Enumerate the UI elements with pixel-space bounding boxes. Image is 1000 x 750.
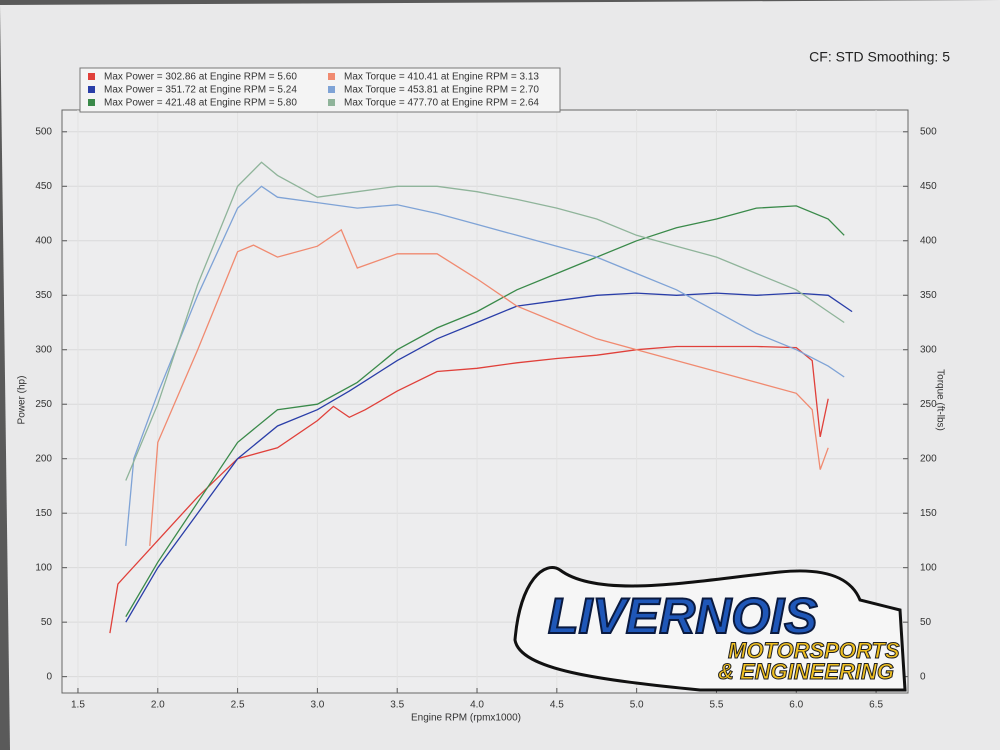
- legend-swatch: [88, 99, 95, 106]
- y-tick-label: 100: [35, 562, 52, 573]
- legend-swatch: [328, 86, 335, 93]
- y2-tick-label: 300: [920, 344, 937, 355]
- y2-tick-label: 500: [920, 126, 937, 137]
- y-tick-label: 400: [35, 235, 52, 246]
- y-tick-label: 300: [35, 344, 52, 355]
- logo-line: MOTORSPORTS: [728, 638, 900, 663]
- x-axis-label: Engine RPM (rpmx1000): [411, 713, 521, 724]
- plot: 0 50 100 150 200 250 300 350 400 450 500 0 50 100 150 2…: [35, 110, 937, 711]
- y2-tick-label: 350: [920, 290, 937, 301]
- legend-swatch: [328, 73, 335, 80]
- legend-swatch: [88, 86, 95, 93]
- x-tick-label: 5.5: [709, 700, 723, 711]
- y2-tick-label: 0: [920, 671, 926, 682]
- legend-label: Max Torque = 477.70 at Engine RPM = 2.64: [344, 98, 539, 109]
- subtitle: CF: STD Smoothing: 5: [809, 49, 950, 65]
- y2-tick-label: 100: [920, 562, 937, 573]
- y2-tick-label: 250: [920, 399, 937, 410]
- logo-line: & ENGINEERING: [718, 659, 894, 684]
- series-line: [125, 161, 845, 481]
- x-tick-label: 2.0: [151, 700, 165, 711]
- y-tick-label: 0: [46, 671, 52, 682]
- x-tick-label: 5.0: [630, 700, 644, 711]
- y2-tick-label: 450: [920, 181, 937, 192]
- y2-tick-label: 200: [920, 453, 937, 464]
- legend-label: Max Power = 421.48 at Engine RPM = 5.80: [104, 98, 297, 109]
- logo: LIVERNOIS MOTORSPORTS & ENGINEERING: [513, 566, 907, 692]
- y2-tick-label: 400: [920, 235, 937, 246]
- legend-swatch: [88, 73, 95, 80]
- series-line: [125, 185, 845, 546]
- legend-swatch: [328, 99, 335, 106]
- y-tick-label: 200: [35, 453, 52, 464]
- legend: [79, 67, 561, 113]
- y2-tick-label: 150: [920, 508, 937, 519]
- y-tick-label: 150: [35, 508, 52, 519]
- x-tick-label: 4.0: [470, 700, 484, 711]
- legend-label: Max Torque = 453.81 at Engine RPM = 2.70: [344, 85, 539, 96]
- legend-label: Max Power = 302.86 at Engine RPM = 5.60: [104, 72, 297, 83]
- x-tick-label: 3.0: [310, 700, 324, 711]
- legend-label: Max Torque = 410.41 at Engine RPM = 3.13: [344, 72, 539, 83]
- legend-items: Max Power = 302.86 at Engine RPM = 5.60 M…: [88, 72, 539, 109]
- y-tick-label: 350: [35, 290, 52, 301]
- x-tick-label: 3.5: [390, 700, 404, 711]
- logo-title: LIVERNOIS: [548, 588, 817, 644]
- x-tick-label: 4.5: [550, 700, 564, 711]
- x-tick-label: 6.0: [789, 700, 803, 711]
- logo-swoosh: [513, 566, 907, 692]
- y-axis-label: Power (hp): [17, 376, 28, 425]
- legend-label: Max Power = 351.72 at Engine RPM = 5.24: [104, 85, 297, 96]
- series-line: [125, 205, 845, 618]
- y2-tick-label: 50: [920, 617, 932, 628]
- x-tick-label: 2.5: [231, 700, 245, 711]
- y-tick-label: 50: [41, 617, 53, 628]
- x-tick-label: 6.5: [869, 700, 883, 711]
- series-line: [125, 292, 853, 623]
- series-line: [109, 345, 829, 634]
- y-tick-label: 500: [35, 126, 52, 137]
- y-tick-label: 450: [35, 181, 52, 192]
- series-line: [149, 228, 829, 546]
- y2-axis-label: Torque (ft-lbs): [934, 369, 945, 431]
- x-tick-label: 1.5: [71, 700, 85, 711]
- y-tick-label: 250: [35, 399, 52, 410]
